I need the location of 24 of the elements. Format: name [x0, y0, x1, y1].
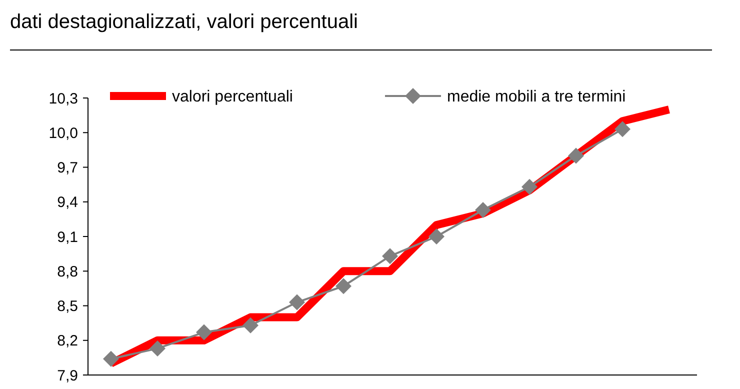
point — [382, 248, 398, 264]
point — [522, 178, 538, 195]
y-tick-label: 10,3 — [48, 90, 78, 108]
point — [242, 317, 258, 334]
point — [103, 350, 119, 367]
y-tick-label: 9,1 — [57, 228, 78, 246]
legend-label: medie mobili a tre termini — [447, 88, 626, 106]
y-tick-label: 8,8 — [57, 263, 78, 280]
point — [568, 148, 584, 164]
y-tick-label: 9,4 — [57, 194, 78, 212]
point — [289, 294, 305, 310]
point — [614, 121, 630, 138]
y-tick-label: 9,7 — [57, 160, 78, 176]
chart-title: dati destagionalizzati, valori percentuali — [10, 11, 358, 33]
point — [336, 278, 352, 294]
y-tick-label: 8,2 — [57, 332, 78, 350]
y-tick-label: 8,5 — [57, 298, 78, 315]
legend-label: valori percentuali — [172, 88, 293, 106]
point — [428, 228, 444, 244]
point — [150, 340, 166, 356]
y-tick-label: 10,0 — [48, 124, 78, 142]
point — [475, 202, 491, 218]
point — [196, 324, 212, 340]
y-tick-label: 7,9 — [57, 367, 78, 384]
